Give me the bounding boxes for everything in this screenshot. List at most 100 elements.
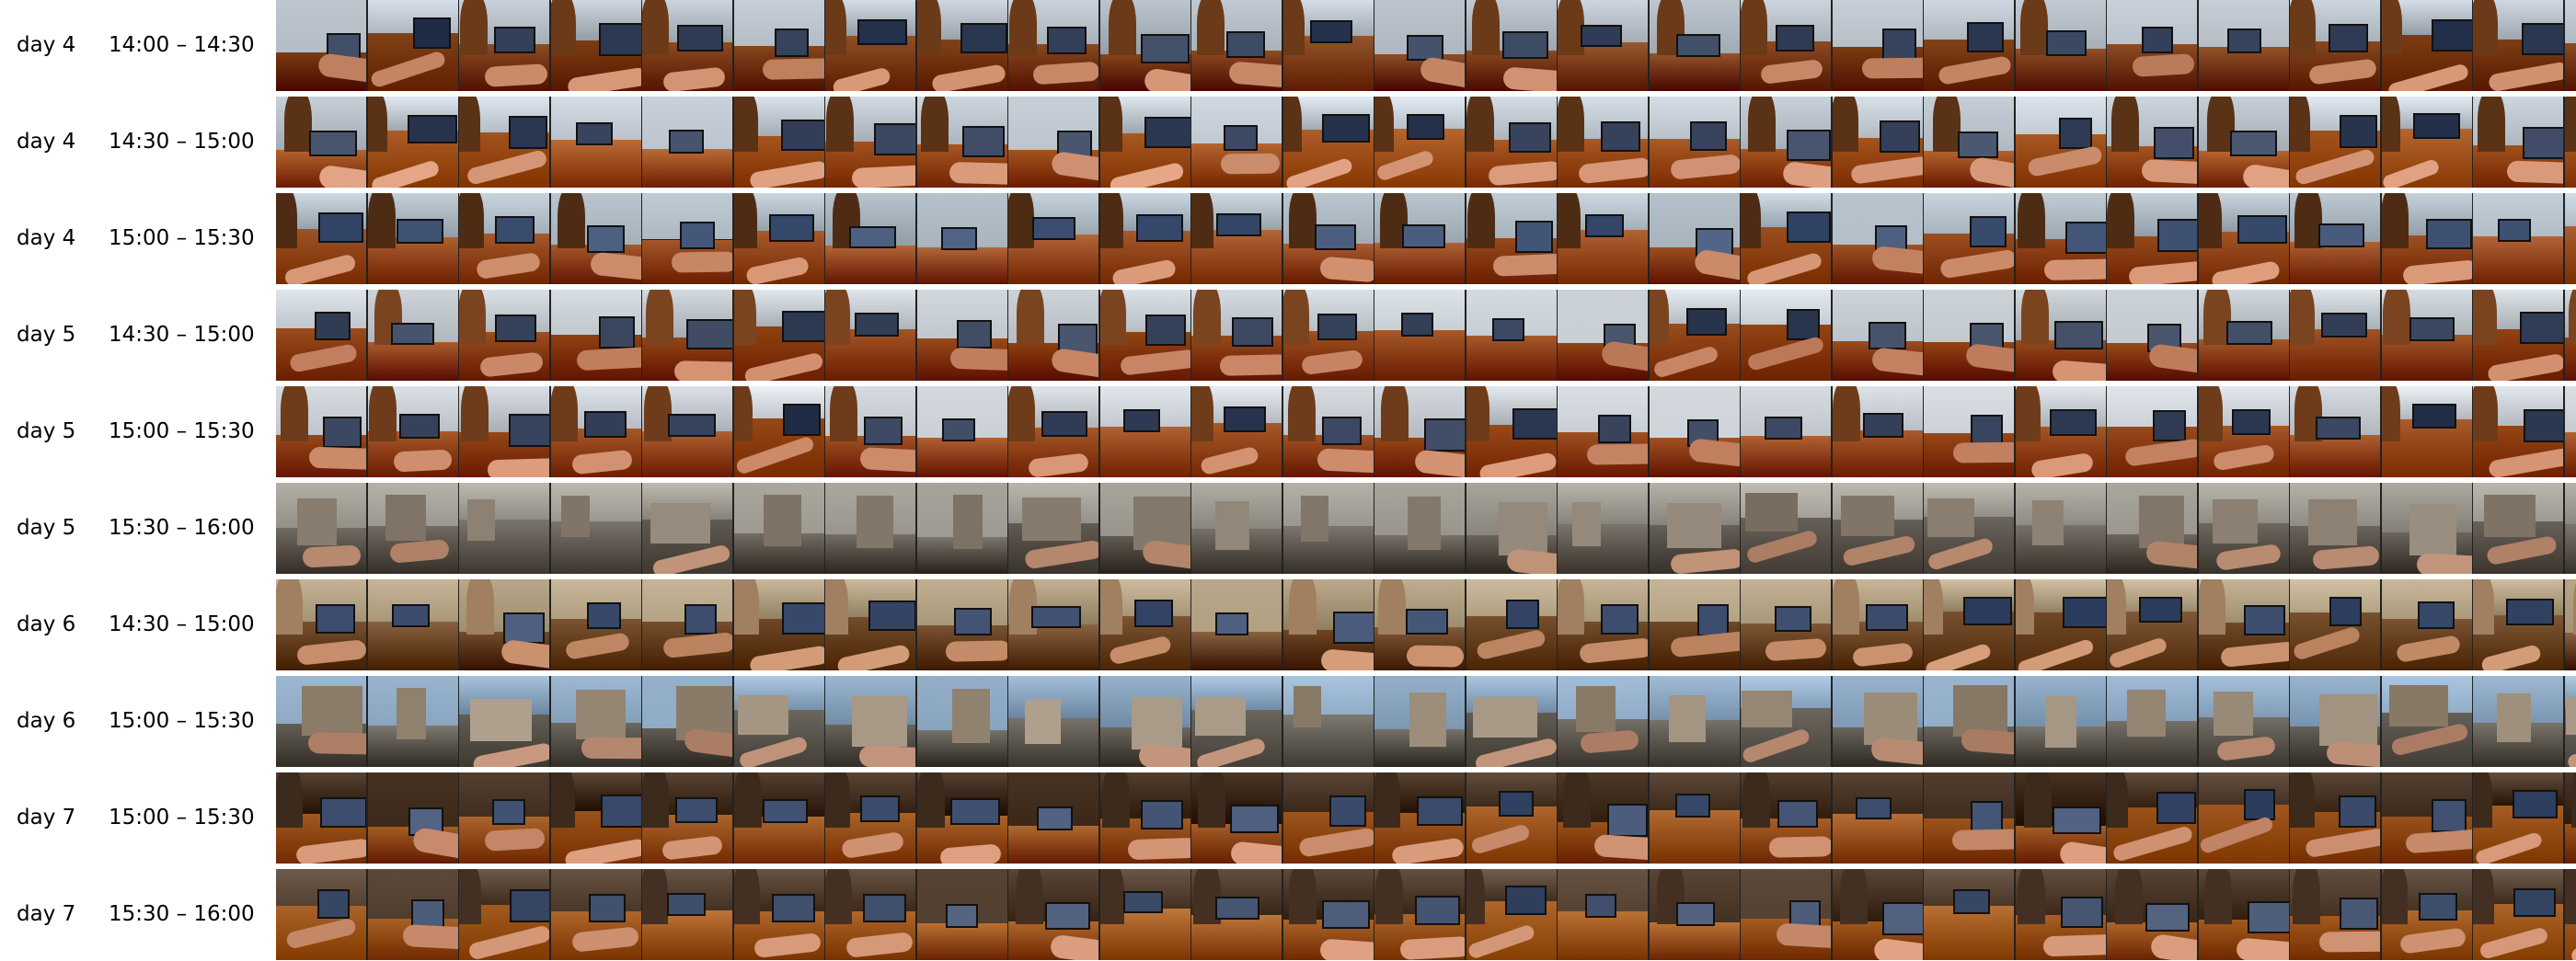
video-frame-thumbnail — [2290, 676, 2380, 767]
frame-row: day 6 14:30 – 15:00 — [0, 579, 2576, 670]
frame-arm — [1586, 442, 1648, 465]
frame-arch — [2568, 290, 2576, 345]
row-day-label: day 5 — [17, 419, 76, 443]
frame-laptop-screen — [1953, 889, 1991, 915]
frame-arm — [949, 348, 1007, 372]
frame-laptop-screen — [1966, 22, 2005, 53]
video-frame-thumbnail — [1099, 483, 1190, 574]
video-frame-thumbnail — [825, 869, 915, 960]
frame-arch — [1832, 97, 1858, 152]
frame-laptop-screen — [2513, 789, 2559, 819]
frame-laptop-screen — [1600, 121, 1641, 152]
frame-laptop-screen — [2339, 795, 2377, 829]
frame-arch — [1741, 193, 1762, 248]
frame-laptop-screen — [1046, 26, 1087, 55]
video-frame-thumbnail — [2198, 676, 2289, 767]
video-frame-thumbnail — [825, 0, 915, 91]
video-frame-thumbnail — [276, 772, 366, 864]
frame-arch — [1649, 290, 1670, 345]
video-frame-thumbnail — [2015, 869, 2106, 960]
frame-row: day 7 15:30 – 16:00 — [0, 869, 2576, 960]
frame-laptop-screen — [1765, 417, 1802, 440]
frame-laptop-screen — [2339, 115, 2378, 148]
video-frame-thumbnail — [1558, 0, 1648, 91]
frame-laptop-screen — [599, 23, 641, 56]
frame-arm — [1319, 256, 1374, 283]
frame-arm — [2052, 360, 2106, 381]
video-frame-thumbnail — [276, 483, 366, 574]
frame-building — [2497, 693, 2531, 743]
frame-arm — [1406, 645, 1465, 668]
frame-arch — [1833, 386, 1861, 441]
frame-arch — [2570, 772, 2576, 828]
video-frame-thumbnail — [2381, 97, 2472, 188]
frame-laptop-screen — [2498, 218, 2531, 242]
video-frame-thumbnail — [2564, 290, 2576, 381]
video-frame-thumbnail — [2473, 97, 2563, 188]
video-frame-thumbnail — [2473, 483, 2563, 574]
video-frame-thumbnail — [550, 483, 641, 574]
video-frame-thumbnail — [825, 483, 915, 574]
frame-foreground — [367, 341, 458, 381]
video-frame-thumbnail — [825, 290, 915, 381]
video-frame-thumbnail — [1008, 290, 1098, 381]
frame-laptop-screen — [1786, 130, 1831, 162]
video-frame-thumbnail — [2290, 386, 2380, 477]
frame-arch — [2198, 386, 2224, 441]
frame-row: day 5 15:30 – 16:00 — [0, 483, 2576, 574]
frame-building — [1576, 685, 1616, 733]
row-time-label: 15:00 – 15:30 — [109, 709, 255, 733]
video-frame-thumbnail — [1008, 386, 1098, 477]
video-frame-thumbnail — [1466, 386, 1557, 477]
frame-arm — [2042, 934, 2106, 957]
frame-laptop-screen — [320, 796, 366, 829]
frame-arch — [1467, 193, 1496, 248]
frame-building — [2388, 685, 2449, 726]
frame-foreground — [916, 246, 1007, 284]
video-frame-thumbnail — [733, 0, 824, 91]
video-frame-thumbnail — [642, 193, 732, 284]
video-frame-thumbnail — [1374, 386, 1465, 477]
video-frame-thumbnail — [459, 676, 549, 767]
frame-laptop-screen — [392, 603, 430, 627]
frame-laptop-screen — [1957, 131, 1998, 158]
frame-laptop-screen — [412, 17, 451, 49]
video-frame-thumbnail — [1558, 676, 1648, 767]
frame-arm — [1768, 836, 1831, 859]
frame-laptop-screen — [1135, 214, 1184, 243]
frame-laptop-screen — [768, 214, 815, 242]
frame-laptop-screen — [780, 119, 824, 152]
frame-building — [1131, 697, 1182, 750]
video-frame-thumbnail — [459, 772, 549, 864]
frame-arch — [825, 772, 851, 828]
frame-laptop-screen — [2156, 218, 2197, 252]
frame-arch — [825, 869, 853, 924]
row-day-label: day 4 — [17, 226, 76, 250]
frame-building — [1409, 692, 1447, 748]
video-frame-thumbnail — [916, 483, 1007, 574]
video-frame-thumbnail — [459, 386, 549, 477]
frame-building — [302, 686, 363, 737]
video-frame-thumbnail — [1466, 772, 1557, 864]
video-frame-thumbnail — [642, 579, 732, 670]
frame-arch — [2023, 772, 2052, 828]
frame-row: day 5 15:00 – 15:30 — [0, 386, 2576, 477]
frame-arch — [2017, 869, 2045, 924]
video-frame-thumbnail — [276, 193, 366, 284]
video-frame-thumbnail — [1282, 193, 1374, 284]
frame-laptop-screen — [1315, 224, 1356, 251]
video-frame-thumbnail — [459, 0, 549, 91]
video-frame-thumbnail — [2015, 579, 2106, 670]
frame-laptop-screen — [1402, 223, 1445, 248]
frame-arch — [1375, 869, 1404, 924]
frame-laptop-screen — [1970, 800, 2004, 832]
frame-laptop-screen — [1123, 409, 1160, 432]
video-frame-thumbnail — [1374, 483, 1465, 574]
video-frame-thumbnail — [1466, 0, 1557, 91]
frame-laptop-screen — [1597, 414, 1632, 444]
frame-laptop-screen — [1880, 120, 1920, 153]
frame-row: day 4 15:00 – 15:30 — [0, 193, 2576, 284]
frame-laptop-screen — [2065, 221, 2106, 255]
frame-arch — [1198, 772, 1226, 828]
frame-laptop-screen — [1416, 795, 1464, 827]
